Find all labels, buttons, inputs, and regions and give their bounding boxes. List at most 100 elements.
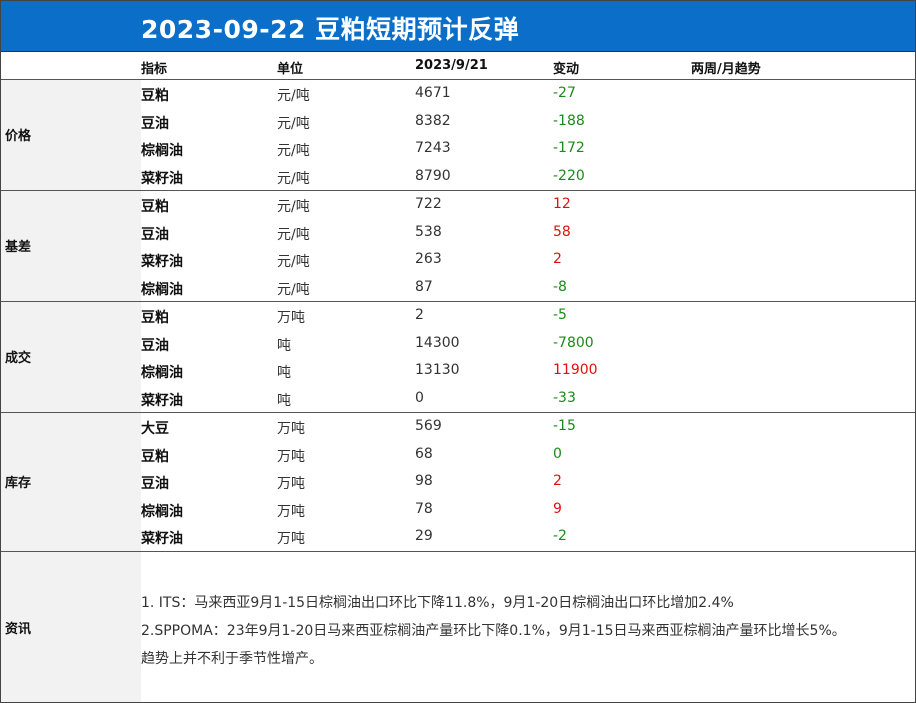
table-row: 棕榈油 元/吨 87 -8 bbox=[1, 274, 915, 302]
table-row: 豆油 吨 14300 -7800 bbox=[1, 330, 915, 358]
cell-indicator: 大豆 bbox=[141, 421, 169, 437]
cell-value: 8790 bbox=[415, 167, 451, 184]
table-row: 豆油 元/吨 8382 -188 bbox=[1, 108, 915, 136]
cell-indicator: 棕榈油 bbox=[141, 365, 183, 382]
cell-indicator: 豆油 bbox=[141, 337, 169, 354]
section-label: 成交 bbox=[5, 351, 32, 366]
cell-unit: 万吨 bbox=[277, 421, 305, 437]
table-row: 菜籽油 元/吨 8790 -220 bbox=[1, 163, 915, 191]
cell-indicator: 棕榈油 bbox=[141, 503, 183, 520]
cell-value: 87 bbox=[415, 278, 433, 295]
cell-value: 538 bbox=[415, 223, 442, 240]
cell-value: 29 bbox=[415, 528, 433, 545]
cell-change: -27 bbox=[553, 85, 576, 101]
header-date: 2023/9/21 bbox=[415, 58, 488, 73]
cell-value: 4671 bbox=[415, 85, 451, 101]
cell-change: 58 bbox=[553, 223, 571, 240]
title-bar: 2023-09-22 豆粕短期预计反弹 bbox=[1, 1, 915, 52]
cell-unit: 元/吨 bbox=[277, 143, 310, 160]
cell-value: 68 bbox=[415, 445, 433, 462]
cell-value: 78 bbox=[415, 500, 433, 517]
cell-indicator: 豆油 bbox=[141, 476, 169, 493]
cell-unit: 元/吨 bbox=[277, 226, 310, 243]
cell-value: 14300 bbox=[415, 334, 460, 351]
table-row: 棕榈油 元/吨 7243 -172 bbox=[1, 135, 915, 163]
table-section: 库存 大豆 万吨 569 -15 豆粕 万吨 68 0 豆油 万吨 98 2 棕榈油 万吨 78 9 菜籽油 万吨 2… bbox=[1, 413, 915, 552]
news-line-2: 2.SPPOMA：23年9月1-20日马来西亚棕榈油产量环比下降0.1%，9月1… bbox=[141, 623, 846, 639]
cell-change: 12 bbox=[553, 196, 571, 212]
cell-unit: 元/吨 bbox=[277, 115, 310, 132]
table-row: 大豆 万吨 569 -15 bbox=[1, 413, 915, 441]
table-row: 菜籽油 万吨 29 -2 bbox=[1, 523, 915, 551]
cell-change: -15 bbox=[553, 418, 576, 434]
section-label-box: 价格 bbox=[1, 80, 141, 190]
cell-change: -33 bbox=[553, 389, 576, 406]
table-row: 豆粕 万吨 2 -5 bbox=[1, 302, 915, 330]
cell-value: 263 bbox=[415, 251, 442, 268]
cell-value: 722 bbox=[415, 196, 442, 212]
cell-change: -172 bbox=[553, 140, 585, 157]
section-label: 价格 bbox=[5, 129, 32, 144]
section-label-box: 资讯 bbox=[1, 552, 141, 702]
cell-change: -7800 bbox=[553, 334, 594, 351]
cell-change: 2 bbox=[553, 473, 562, 490]
header-indicator: 指标 bbox=[141, 62, 168, 77]
cell-change: -220 bbox=[553, 167, 585, 184]
cell-change: -188 bbox=[553, 112, 585, 129]
table-row: 豆粕 万吨 68 0 bbox=[1, 441, 915, 469]
cell-indicator: 豆油 bbox=[141, 115, 169, 132]
table-row: 豆油 万吨 98 2 bbox=[1, 468, 915, 496]
news-line-3: 趋势上并不利于季节性增产。 bbox=[141, 651, 323, 667]
table-row: 豆粕 元/吨 722 12 bbox=[1, 191, 915, 219]
section-label-box: 库存 bbox=[1, 413, 141, 551]
cell-unit: 元/吨 bbox=[277, 88, 310, 104]
news-label: 资讯 bbox=[5, 622, 32, 637]
cell-indicator: 豆粕 bbox=[141, 310, 169, 326]
cell-value: 0 bbox=[415, 389, 424, 406]
table-section: 价格 豆粕 元/吨 4671 -27 豆油 元/吨 8382 -188 棕榈油 元/吨 7243 -17… bbox=[1, 80, 915, 191]
cell-unit: 万吨 bbox=[277, 448, 305, 465]
cell-unit: 元/吨 bbox=[277, 281, 310, 298]
cell-unit: 万吨 bbox=[277, 310, 305, 326]
table-header: 指标 单位 2023/9/21 变动 两周/月趋势 bbox=[1, 52, 915, 80]
table-row: 棕榈油 吨 13130 11900 bbox=[1, 357, 915, 385]
section-label: 库存 bbox=[5, 476, 32, 491]
header-change: 变动 bbox=[553, 62, 580, 77]
cell-indicator: 豆粕 bbox=[141, 448, 169, 465]
cell-indicator: 豆粕 bbox=[141, 88, 169, 104]
news-line-1: 1. ITS：马来西亚9月1-15日棕榈油出口环比下降11.8%，9月1-20日… bbox=[141, 595, 734, 611]
page-title: 2023-09-22 豆粕短期预计反弹 bbox=[141, 15, 520, 44]
cell-value: 13130 bbox=[415, 362, 460, 379]
cell-change: 0 bbox=[553, 445, 562, 462]
table-row: 菜籽油 元/吨 263 2 bbox=[1, 246, 915, 274]
cell-value: 98 bbox=[415, 473, 433, 490]
table-row: 菜籽油 吨 0 -33 bbox=[1, 385, 915, 413]
cell-indicator: 菜籽油 bbox=[141, 254, 183, 271]
cell-change: -2 bbox=[553, 528, 567, 545]
cell-value: 8382 bbox=[415, 112, 451, 129]
cell-unit: 万吨 bbox=[277, 531, 305, 548]
cell-value: 7243 bbox=[415, 140, 451, 157]
cell-unit: 元/吨 bbox=[277, 170, 310, 187]
cell-change: 11900 bbox=[553, 362, 598, 379]
cell-change: -5 bbox=[553, 307, 567, 323]
cell-indicator: 豆粕 bbox=[141, 199, 169, 215]
cell-indicator: 菜籽油 bbox=[141, 392, 183, 409]
section-label: 基差 bbox=[5, 240, 32, 255]
cell-unit: 万吨 bbox=[277, 503, 305, 520]
cell-value: 2 bbox=[415, 307, 424, 323]
cell-indicator: 菜籽油 bbox=[141, 531, 183, 548]
news-section: 资讯 1. ITS：马来西亚9月1-15日棕榈油出口环比下降11.8%，9月1-… bbox=[1, 552, 915, 702]
section-label-box: 成交 bbox=[1, 302, 141, 412]
table-section: 成交 豆粕 万吨 2 -5 豆油吨 14300 -7800 棕榈油吨 13130 11900 菜籽油吨… bbox=[1, 302, 915, 413]
cell-change: 9 bbox=[553, 500, 562, 517]
cell-unit: 万吨 bbox=[277, 476, 305, 493]
cell-change: 2 bbox=[553, 251, 562, 268]
cell-indicator: 棕榈油 bbox=[141, 143, 183, 160]
cell-indicator: 菜籽油 bbox=[141, 170, 183, 187]
header-trend: 两周/月趋势 bbox=[691, 62, 761, 77]
cell-change: -8 bbox=[553, 278, 567, 295]
cell-unit: 吨 bbox=[277, 392, 291, 409]
header-unit: 单位 bbox=[277, 62, 304, 77]
